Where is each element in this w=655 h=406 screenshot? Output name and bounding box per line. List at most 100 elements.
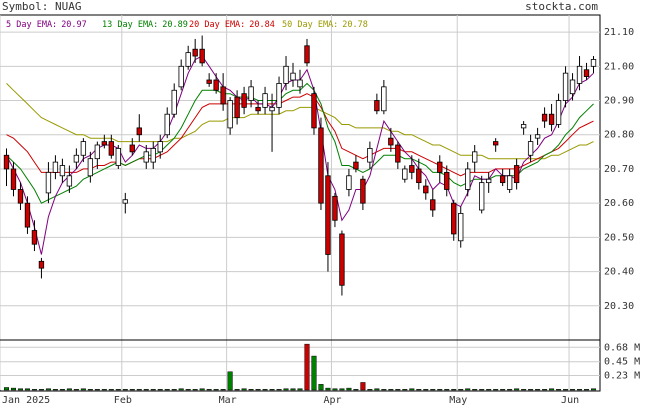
volume-bar [570, 389, 576, 391]
candle [178, 59, 184, 91]
volume-bar [360, 382, 366, 391]
svg-text:20 Day EMA:20.84: 20 Day EMA: 20.84 [189, 20, 275, 30]
volume-bar [108, 389, 114, 391]
volume-bar [381, 389, 387, 391]
legend-ema20-value: 20.84 [249, 20, 275, 30]
candle-body-down [444, 171, 450, 190]
volume-bar [444, 389, 450, 391]
candle-body-down [10, 168, 17, 190]
candle [262, 86, 268, 115]
volume-axis-labels: 0.68 M 0.45 M 0.23 M [604, 342, 640, 381]
price-tick-label: 20.70 [604, 164, 634, 175]
candle-body-up [297, 79, 303, 88]
volume-bar [220, 389, 226, 391]
legend-ema50-value: 20.78 [342, 20, 368, 30]
volume-bar [458, 389, 464, 391]
candle-body-down [541, 113, 548, 122]
candle [479, 175, 485, 214]
candle [80, 138, 87, 163]
legend-ema5-value: 20.97 [61, 20, 87, 30]
candle [206, 73, 212, 87]
candle [3, 148, 10, 187]
volume-tick-label: 0.45 M [604, 357, 640, 368]
volume-bar [583, 389, 590, 391]
candle-body-up [73, 154, 80, 163]
volume-bar [87, 389, 93, 391]
candle [255, 100, 261, 115]
candle-body-up [479, 182, 485, 211]
candle [395, 141, 401, 169]
candle-body-up [150, 148, 156, 163]
volume-bar [157, 389, 163, 391]
candle [157, 134, 163, 159]
volume-bar [542, 389, 548, 391]
candle [492, 138, 499, 152]
volume-bar [388, 389, 394, 391]
candle [486, 172, 492, 193]
candle [31, 220, 38, 252]
volume-bar [339, 388, 345, 391]
candle [199, 35, 205, 67]
candle-body-up [520, 124, 527, 129]
candle-body-down [353, 161, 359, 170]
candle-body-up [506, 175, 513, 190]
candle [388, 127, 394, 152]
site-brand: stockta.com [525, 0, 598, 13]
volume-bar [311, 355, 317, 391]
price-tick-label: 20.50 [604, 232, 634, 243]
candle [318, 117, 324, 210]
candle [150, 141, 156, 169]
candle [269, 93, 275, 152]
volume-bar [255, 389, 261, 391]
candle-body-down [129, 144, 135, 153]
volume-tick-label: 0.23 M [604, 371, 640, 382]
volume-bar [115, 389, 121, 391]
volume-bar [535, 389, 541, 391]
volume-bar [17, 388, 23, 391]
candle-body-down [388, 137, 394, 146]
volume-bar [451, 389, 457, 391]
candle-body-up [59, 165, 66, 177]
x-tick-label: Apr [323, 395, 341, 406]
x-tick-label: May [449, 395, 467, 406]
price-tick-label: 21.00 [604, 61, 634, 72]
volume-bar [171, 389, 177, 391]
candle [115, 145, 121, 169]
candle-body-up [562, 72, 569, 101]
volume-bar [563, 389, 569, 391]
candle-body-down [499, 175, 506, 184]
candle [423, 179, 429, 200]
candle-body-down [199, 48, 205, 64]
volume-bar [353, 389, 359, 391]
volume-bar [479, 389, 485, 391]
candle-body-up [472, 151, 478, 163]
candle-body-down [423, 185, 429, 194]
candle [171, 83, 177, 118]
volume-bar [31, 389, 37, 391]
candle-body-up [94, 144, 101, 160]
candle-body-up [45, 171, 52, 194]
volume-bar [101, 389, 107, 391]
candle [569, 73, 576, 101]
candle-body-down [513, 165, 520, 184]
candle [38, 257, 45, 279]
candle [506, 168, 513, 193]
volume-bar [262, 389, 268, 391]
candle-body-up [227, 100, 233, 129]
ema-legend: 5 Day EMA: 20.97 13 Day EMA: 20.89 20 Day … [6, 20, 368, 30]
candle [339, 230, 345, 296]
candle [416, 158, 422, 190]
volume-bar [304, 343, 310, 391]
candle [583, 62, 590, 80]
svg-text:5 Day EMA:20.97: 5 Day EMA: 20.97 [6, 20, 87, 30]
candle-body-down [416, 168, 422, 184]
candle [458, 206, 464, 248]
candle [192, 38, 198, 63]
candle [472, 145, 478, 173]
volume-bar [325, 387, 331, 391]
candle-body-down [318, 127, 324, 204]
volume-bar [227, 371, 233, 391]
volume-bar [577, 389, 583, 391]
candle [220, 73, 226, 111]
